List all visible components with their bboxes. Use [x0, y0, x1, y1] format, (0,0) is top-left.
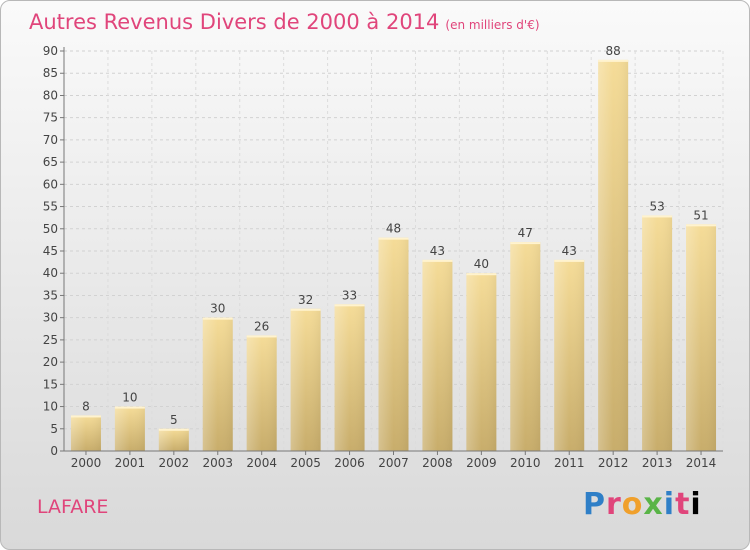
- x-tick-label: 2002: [159, 456, 190, 470]
- x-tick-label: 2013: [642, 456, 673, 470]
- bar-shine: [466, 273, 497, 451]
- bar-top-edge: [378, 237, 409, 240]
- bar-shine: [290, 308, 321, 451]
- bar-shine: [686, 224, 717, 451]
- y-tick-label: 65: [43, 155, 58, 169]
- x-tick-label: 2001: [115, 456, 146, 470]
- bar-shine: [642, 215, 673, 451]
- y-tick-label: 70: [43, 133, 58, 147]
- data-label: 10: [122, 391, 137, 405]
- logo-letter: o: [621, 487, 644, 522]
- data-label: 47: [518, 226, 533, 240]
- bar-shine: [598, 59, 629, 452]
- bar-top-edge: [686, 224, 717, 227]
- bar-shine: [202, 317, 233, 451]
- x-tick-label: 2006: [334, 456, 365, 470]
- bar-top-edge: [510, 242, 541, 245]
- data-label: 43: [562, 244, 577, 258]
- data-label: 30: [210, 302, 225, 316]
- logo-letter: r: [606, 487, 622, 522]
- x-tick-label: 2005: [290, 456, 321, 470]
- bars: 8 10 5 30 26 32 33 48 43 40 47 43 88 53 51: [70, 44, 717, 452]
- y-tick-label: 5: [50, 422, 58, 436]
- bar-shine: [334, 304, 365, 451]
- bar-top-edge: [422, 259, 453, 262]
- bar-shine: [246, 335, 277, 451]
- data-label: 40: [474, 257, 489, 271]
- y-tick-label: 30: [43, 311, 58, 325]
- data-label: 32: [298, 293, 313, 307]
- bar-top-edge: [158, 428, 189, 431]
- x-tick-label: 2008: [422, 456, 453, 470]
- y-tick-label: 90: [43, 44, 58, 58]
- x-tick-label: 2014: [686, 456, 717, 470]
- y-tick-label: 50: [43, 222, 58, 236]
- bar-top-edge: [466, 273, 497, 276]
- data-label: 53: [649, 199, 664, 213]
- bar-top-edge: [202, 317, 233, 320]
- data-label: 51: [693, 208, 708, 222]
- data-label: 43: [430, 244, 445, 258]
- logo-letter: i: [690, 487, 702, 522]
- bar-top-edge: [642, 215, 673, 218]
- y-tick-label: 25: [43, 333, 58, 347]
- chart-subtitle: (en milliers d'€): [445, 18, 540, 32]
- bar-top-edge: [70, 415, 101, 418]
- data-label: 88: [606, 44, 621, 58]
- bar-top-edge: [290, 308, 321, 311]
- place-name: LAFARE: [37, 496, 109, 518]
- y-tick-label: 20: [43, 355, 58, 369]
- data-label: 48: [386, 222, 401, 236]
- bar-shine: [114, 406, 145, 451]
- chart-title-text: Autres Revenus Divers de 2000 à 2014: [29, 10, 440, 34]
- y-tick-label: 10: [43, 400, 58, 414]
- y-tick-label: 45: [43, 244, 58, 258]
- bar-shine: [554, 259, 585, 451]
- bar-top-edge: [114, 406, 145, 409]
- data-label: 33: [342, 288, 357, 302]
- x-tick-label: 2007: [378, 456, 409, 470]
- bar-shine: [378, 237, 409, 451]
- data-label: 26: [254, 319, 269, 333]
- proxiti-logo: Proxiti: [583, 487, 702, 522]
- x-tick-label: 2011: [554, 456, 585, 470]
- y-tick-label: 60: [43, 177, 58, 191]
- logo-letter: t: [675, 487, 691, 522]
- y-tick-label: 80: [43, 88, 58, 102]
- bar-top-edge: [334, 304, 365, 307]
- x-tick-label: 2004: [246, 456, 277, 470]
- data-label: 5: [170, 413, 178, 427]
- x-tick-label: 2012: [598, 456, 629, 470]
- y-tick-label: 0: [50, 444, 58, 458]
- x-tick-label: 2010: [510, 456, 541, 470]
- y-tick-label: 75: [43, 111, 58, 125]
- y-tick-label: 40: [43, 266, 58, 280]
- y-tick-label: 35: [43, 288, 58, 302]
- logo-letter: x: [643, 487, 664, 522]
- y-tick-label: 55: [43, 200, 58, 214]
- y-axis: 0 5 10 15 20 25 30 35 40 45 50 55 60 65 70 75 80 85 90: [43, 44, 65, 458]
- logo-letter: i: [663, 487, 676, 522]
- y-tick-label: 15: [43, 377, 58, 391]
- bar-top-edge: [246, 335, 277, 338]
- data-label: 8: [82, 399, 90, 413]
- x-tick-label: 2000: [71, 456, 102, 470]
- bar-shine: [158, 428, 189, 451]
- x-tick-label: 2009: [466, 456, 497, 470]
- x-tick-label: 2003: [202, 456, 233, 470]
- bar-shine: [70, 415, 101, 451]
- bar-shine: [510, 242, 541, 451]
- y-tick-label: 85: [43, 66, 58, 80]
- bar-shine: [422, 259, 453, 451]
- chart-title: Autres Revenus Divers de 2000 à 2014 (en …: [29, 10, 540, 34]
- logo-letter: P: [583, 487, 606, 522]
- x-axis: 2000 2001 2002 2003 2004 2005 2006 2007 2008 2009…: [64, 450, 723, 470]
- bar-top-edge: [598, 59, 629, 62]
- bar-top-edge: [554, 259, 585, 262]
